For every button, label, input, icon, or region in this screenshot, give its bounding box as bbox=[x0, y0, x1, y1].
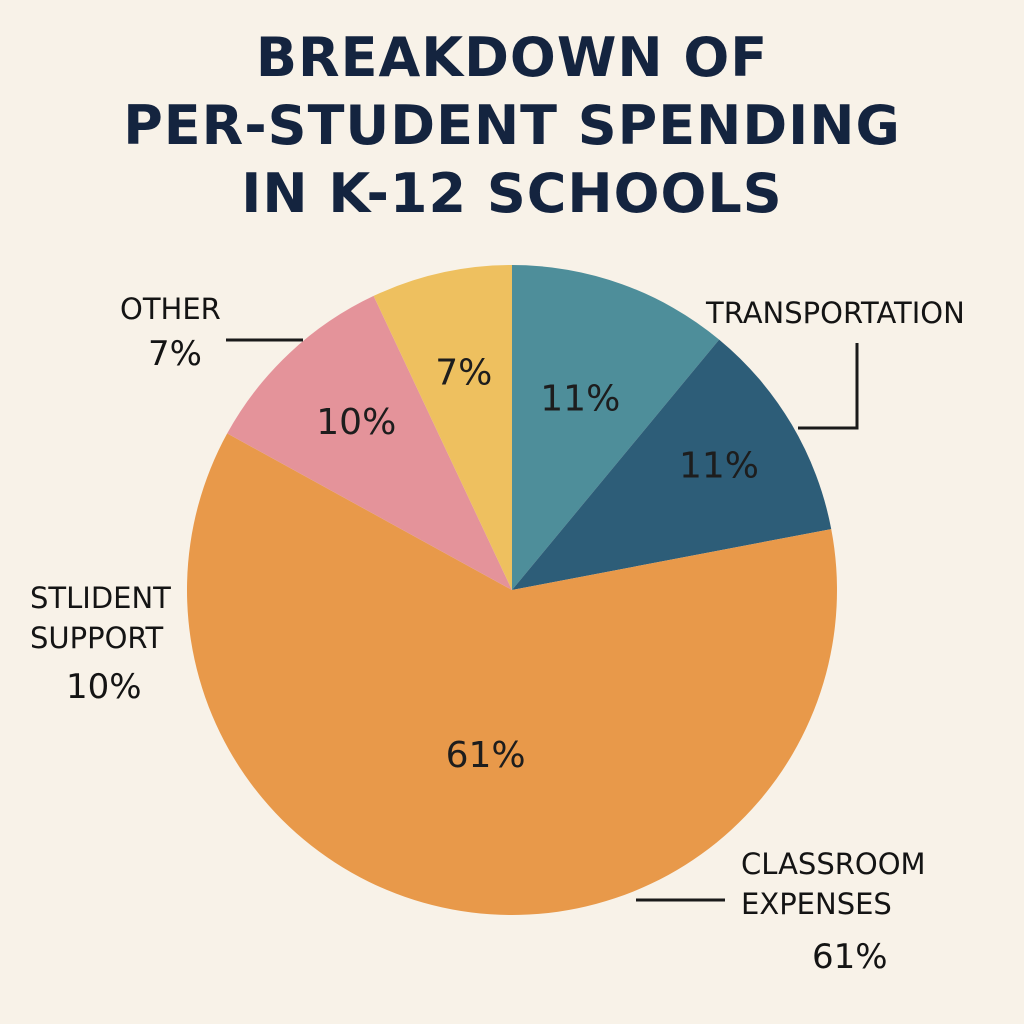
callout-classroom-line-2: EXPENSES bbox=[741, 887, 892, 921]
callout-classroom-line-1: CLASSROOM bbox=[741, 847, 926, 881]
chart-title-line-3: IN K-12 SCHOOLS bbox=[241, 162, 783, 225]
pie-slice-other bbox=[373, 265, 512, 590]
pie-slice-classroom bbox=[186, 433, 837, 916]
pie-slice-transportation-a bbox=[512, 265, 720, 590]
callout-student-support-line-2: SUPPORT bbox=[30, 621, 163, 655]
callout-classroom-pct: 61% bbox=[812, 937, 888, 977]
chart-title-line-2: PER-STUDENT SPENDING bbox=[123, 94, 901, 157]
callout-classroom: CLASSROOM EXPENSES 61% bbox=[636, 847, 926, 977]
callout-student-support-line-1: STLIDENT bbox=[30, 581, 171, 615]
pie-slices bbox=[186, 265, 837, 916]
callout-other-pct: 7% bbox=[148, 334, 202, 374]
callout-transportation-leader bbox=[798, 343, 859, 430]
pie-slice-label-transportation-a: 11% bbox=[540, 378, 620, 419]
pie-slice-transportation-b bbox=[512, 339, 832, 590]
callout-other-label: OTHER bbox=[120, 292, 221, 326]
chart-title-line-1: BREAKDOWN OF bbox=[255, 26, 769, 89]
pie-slice-labels: 11% 11% 61% 10% 7% bbox=[316, 352, 759, 776]
pie-slice-label-other: 7% bbox=[435, 352, 492, 393]
callout-other: OTHER 7% bbox=[120, 292, 303, 374]
pie-slice-label-classroom: 61% bbox=[446, 735, 526, 776]
pie-slice-student-support bbox=[227, 295, 512, 590]
chart-title: BREAKDOWN OF PER-STUDENT SPENDING IN K-1… bbox=[0, 24, 1024, 228]
callout-student-support: STLIDENT SUPPORT 10% bbox=[30, 581, 171, 707]
callout-transportation-label: TRANSPORTATION bbox=[705, 296, 965, 330]
callout-transportation: TRANSPORTATION bbox=[705, 296, 965, 430]
pie-slice-label-student-support: 10% bbox=[316, 402, 396, 443]
callout-student-support-pct: 10% bbox=[66, 667, 142, 707]
pie-slice-label-transportation-b: 11% bbox=[679, 446, 759, 487]
